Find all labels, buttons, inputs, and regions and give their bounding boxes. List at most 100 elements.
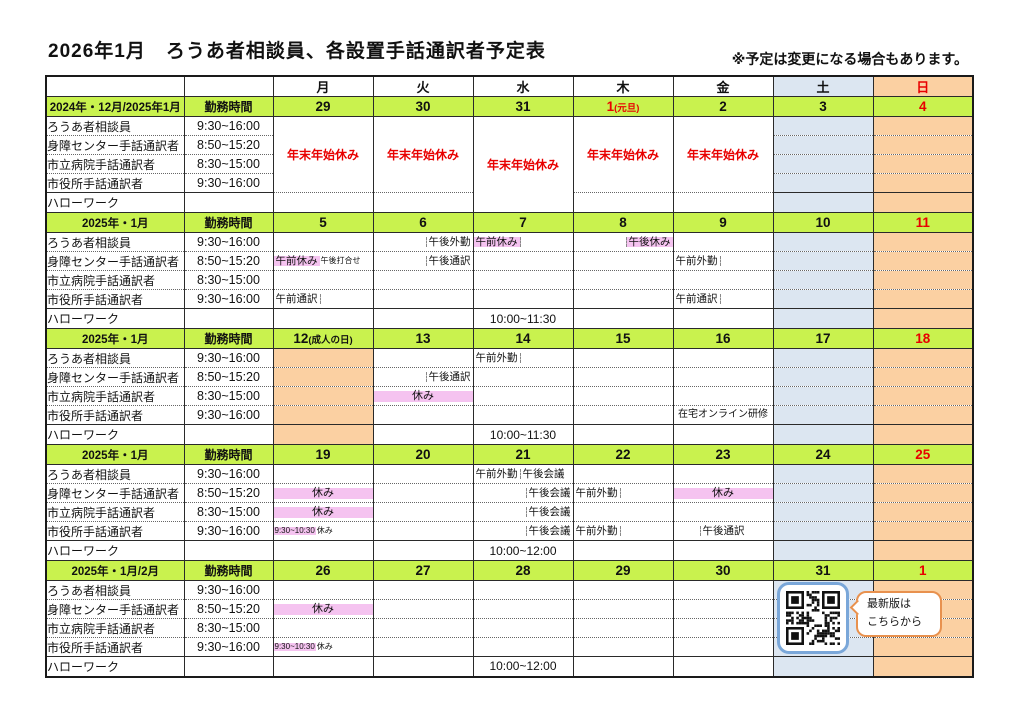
period-cell: 2024年・12月/2025年1月 [45, 96, 185, 117]
schedule-cell: 午前外勤 [672, 251, 774, 271]
annotation: 午後会議 [519, 469, 567, 480]
schedule-cell [572, 367, 674, 387]
corner-cell-hours [183, 76, 274, 97]
schedule-cell: 午後会議 [472, 502, 574, 522]
date-cell: 18 [872, 328, 974, 349]
schedule-cell [272, 348, 374, 368]
schedule-cell: 休み [272, 502, 374, 522]
cell-content: 午後会議 [474, 526, 572, 537]
date-number: 14 [515, 331, 531, 346]
date-cell: 6 [372, 212, 474, 233]
annotation: 午後会議 [525, 507, 573, 518]
schedule-cell [272, 580, 374, 600]
schedule-cell [772, 656, 874, 677]
staff-label-cell: ろうあ者相談員 [45, 348, 185, 368]
date-number: 9 [719, 215, 727, 230]
date-number: 12 [293, 331, 309, 346]
schedule-cell [572, 192, 674, 213]
date-number: 17 [815, 331, 831, 346]
yearend-holiday-cell: 年末年始休み [572, 116, 674, 193]
date-number: 22 [615, 447, 631, 462]
cell-content: 午後通訳 [674, 526, 772, 537]
date-number: 31 [815, 563, 831, 578]
qr-image [786, 591, 840, 645]
schedule-cell [472, 367, 574, 387]
schedule-cell [572, 405, 674, 425]
annotation: 休み [312, 602, 334, 615]
cell-content: 10:00~11:30 [474, 313, 572, 325]
schedule-cell [672, 308, 774, 329]
schedule-cell [372, 464, 474, 484]
date-number: 21 [515, 447, 531, 462]
date-cell: 12(成人の日) [272, 328, 374, 349]
schedule-cell [672, 540, 774, 561]
schedule-cell [872, 367, 974, 387]
schedule-cell [872, 173, 974, 193]
annotation: 10:00~12:00 [489, 543, 557, 558]
staff-label-cell: 市役所手話通訳者 [45, 521, 185, 541]
cell-content: 在宅オンライン研修 [674, 409, 772, 420]
schedule-cell [772, 135, 874, 155]
date-cell: 16 [672, 328, 774, 349]
cell-content: 休み [674, 487, 772, 499]
schedule-cell: 午後会議 [472, 521, 574, 541]
date-number: 3 [819, 99, 827, 114]
hours-header-cell: 勤務時間 [183, 96, 274, 117]
date-number: 23 [715, 447, 731, 462]
yearend-holiday-cell: 年末年始休み [272, 116, 374, 193]
schedule-cell [572, 656, 674, 677]
cell-content: 休み [274, 506, 372, 518]
schedule-cell [472, 289, 574, 309]
staff-hours-cell [183, 540, 274, 561]
schedule-cell [672, 367, 774, 387]
cell-content: 午前休み 午後打合せ [274, 256, 372, 267]
schedule-cell: 午前通訳 [272, 289, 374, 309]
schedule-cell [372, 289, 474, 309]
cell-content: 午後通訳 [374, 372, 472, 383]
change-notice: ※予定は変更になる場合もあります。 [731, 51, 968, 67]
schedule-cell [372, 502, 474, 522]
date-cell: 27 [372, 560, 474, 581]
staff-label-cell: ろうあ者相談員 [45, 580, 185, 600]
schedule-cell [472, 270, 574, 290]
yearend-holiday-cell: 年末年始休み [372, 116, 474, 193]
staff-hours-cell: 9:30~16:00 [183, 405, 274, 425]
date-cell: 26 [272, 560, 374, 581]
weekday-cell: 木 [572, 76, 674, 97]
schedule-cell [272, 405, 374, 425]
annotation: 休み [316, 526, 333, 535]
staff-label-cell: 市立病院手話通訳者 [45, 270, 185, 290]
schedule-cell [372, 424, 474, 445]
annotation: 午前外勤 [574, 526, 621, 537]
annotation: 休み [312, 486, 334, 499]
schedule-cell [772, 192, 874, 213]
schedule-cell [272, 540, 374, 561]
annotation: 在宅オンライン研修 [678, 409, 768, 420]
date-number: 5 [319, 215, 327, 230]
schedule-cell [272, 618, 374, 638]
date-number: 18 [915, 331, 931, 346]
weekday-cell: 日 [872, 76, 974, 97]
date-suffix: (元旦) [614, 103, 640, 114]
date-cell: 30 [672, 560, 774, 581]
schedule-cell [872, 135, 974, 155]
schedule-cell [672, 348, 774, 368]
annotation: 午後通訳 [699, 526, 747, 537]
schedule-cell [872, 483, 974, 503]
schedule-cell [872, 424, 974, 445]
schedule-cell [372, 637, 474, 657]
date-number: 10 [815, 215, 831, 230]
annotation: 午前外勤 [674, 256, 721, 267]
schedule-cell [772, 405, 874, 425]
hours-header-cell: 勤務時間 [183, 444, 274, 465]
date-number: 29 [315, 99, 331, 114]
schedule-cell [672, 232, 774, 252]
schedule-cell [372, 656, 474, 677]
date-number: 2 [719, 99, 727, 114]
date-cell: 24 [772, 444, 874, 465]
schedule-cell: 午後外勤 [372, 232, 474, 252]
date-number: 7 [519, 215, 527, 230]
weekday-cell: 月 [272, 76, 374, 97]
staff-label-cell: 身障センター手話通訳者 [45, 367, 185, 387]
